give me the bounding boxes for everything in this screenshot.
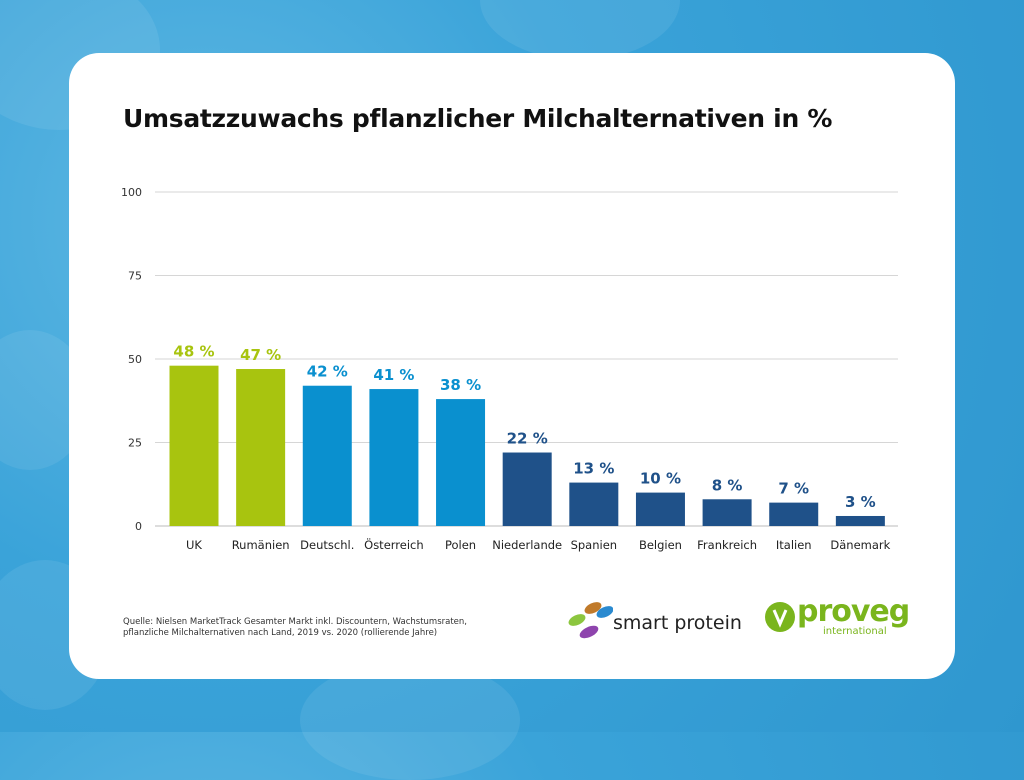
x-tick-label: UK [186, 538, 202, 552]
proveg-logo: proveg international [765, 594, 915, 646]
data-label: 7 % [778, 480, 809, 498]
data-label: 47 % [240, 346, 281, 364]
y-tick-label: 0 [135, 520, 142, 533]
bar [302, 385, 352, 526]
x-tick-label: Rumänien [232, 538, 290, 552]
data-labels: 48 % 47 % 42 % 41 % 38 % 22 % 13 % 10 % 8 % 7 % 3 … [173, 343, 875, 511]
x-axis-ticks: UK Rumänien Deutschl. Österreich Polen Nieder… [186, 536, 891, 552]
data-label: 38 % [440, 376, 481, 394]
y-tick-label: 50 [128, 353, 142, 366]
bar [635, 492, 685, 526]
y-axis-ticks: 0 25 50 75 100 [121, 186, 142, 533]
bar-chart: 0 25 50 75 100 48 % 47 % 42 % 41 % 38 % 22 % 13 % 1… [121, 186, 898, 552]
bar [569, 482, 619, 526]
proveg-subtext: international [823, 626, 887, 637]
data-label: 42 % [307, 363, 348, 381]
y-tick-label: 75 [128, 270, 142, 283]
y-tick-label: 100 [121, 186, 142, 199]
chart-title: Umsatzzuwachs pflanzlicher Milchalternat… [123, 104, 833, 133]
data-label: 3 % [845, 493, 876, 511]
bars [169, 365, 885, 526]
data-label: 13 % [573, 460, 614, 478]
x-tick-label: Belgien [639, 538, 682, 552]
bar [835, 515, 885, 526]
bar [769, 502, 819, 526]
x-tick-label: Polen [445, 538, 476, 552]
bar [169, 365, 219, 526]
x-tick-label: Deutschl. [300, 538, 354, 552]
x-tick-label: Dänemark [830, 538, 890, 552]
bar [702, 499, 752, 526]
data-label: 22 % [507, 430, 548, 448]
x-tick-label: Spanien [571, 538, 618, 552]
smart-protein-leaf-icon [568, 602, 613, 639]
x-tick-label: Frankreich [697, 538, 757, 552]
proveg-leaf-icon [765, 602, 795, 632]
data-label: 8 % [712, 476, 743, 494]
bar [436, 399, 486, 526]
data-label: 48 % [173, 343, 214, 361]
x-tick-label: Niederlande [492, 538, 562, 552]
bar [369, 389, 419, 526]
y-tick-label: 25 [128, 437, 142, 450]
x-tick-label: Österreich [364, 536, 424, 552]
bar [236, 369, 286, 526]
smart-protein-text: smart protein [613, 612, 742, 634]
proveg-text: proveg [797, 594, 910, 629]
smart-protein-logo: smart protein [563, 598, 753, 644]
bar [502, 452, 552, 526]
source-note: Quelle: Nielsen MarketTrack Gesamter Mar… [123, 617, 467, 638]
data-label: 10 % [640, 470, 681, 488]
x-tick-label: Italien [776, 538, 812, 552]
data-label: 41 % [373, 366, 414, 384]
